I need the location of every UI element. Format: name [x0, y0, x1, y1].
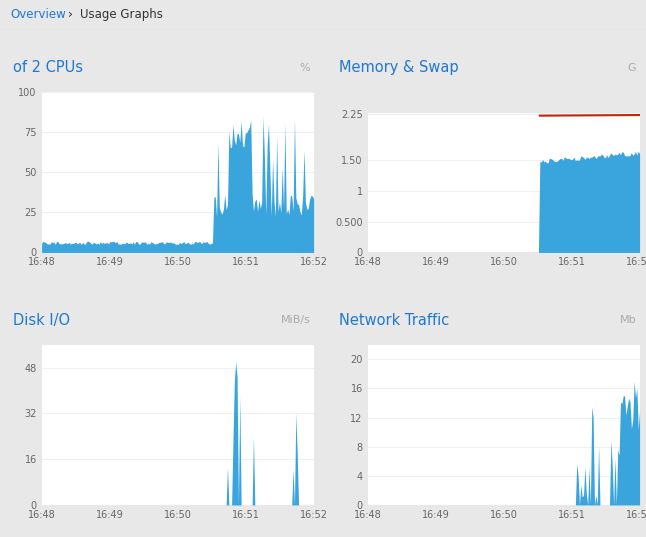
- Text: %: %: [300, 63, 310, 72]
- Text: G: G: [628, 63, 636, 72]
- Text: Overview: Overview: [10, 8, 66, 21]
- Bar: [368, 92, 640, 112]
- Text: Memory & Swap: Memory & Swap: [339, 60, 459, 75]
- Text: Disk I/O: Disk I/O: [13, 313, 70, 328]
- Text: of 2 CPUs: of 2 CPUs: [13, 60, 83, 75]
- Text: Mb: Mb: [620, 315, 636, 325]
- Text: Usage Graphs: Usage Graphs: [80, 8, 163, 21]
- Text: MiB/s: MiB/s: [280, 315, 310, 325]
- Text: Network Traffic: Network Traffic: [339, 313, 449, 328]
- Text: ›: ›: [68, 8, 73, 21]
